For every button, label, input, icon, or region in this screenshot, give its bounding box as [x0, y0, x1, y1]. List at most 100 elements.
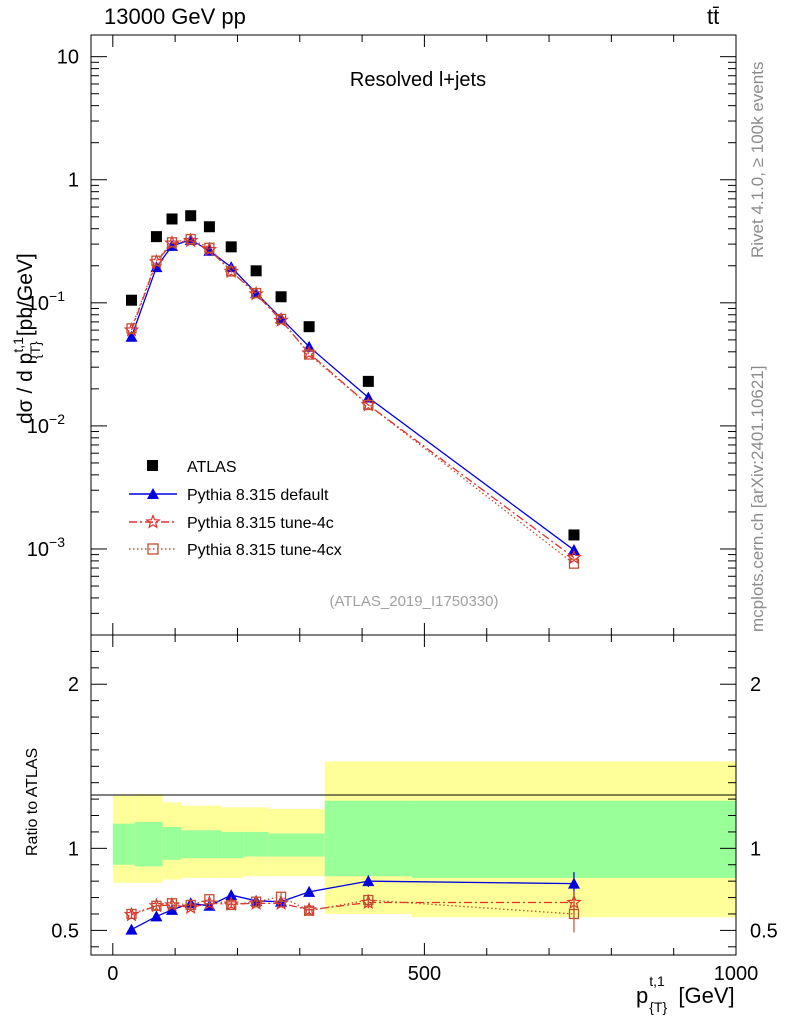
legend-label-atlas: ATLAS — [187, 459, 237, 476]
x-axis-label: p t,1 {T} [GeV] — [636, 973, 735, 1015]
y-tick-label-0: 10 — [57, 47, 79, 69]
ratio-tick-label-left-2: 2 — [68, 674, 79, 696]
ratio-tick-label-left-1: 1 — [68, 838, 79, 860]
ratio-point-s2-5 — [226, 899, 237, 911]
x-axis-label-base: p — [636, 983, 649, 1008]
ratio-point-s2-2 — [166, 898, 178, 909]
main-point-s0-6 — [250, 265, 262, 277]
main-line-series-2 — [130, 239, 575, 559]
ratio-point-s0-8 — [303, 885, 316, 897]
main-point-s0-9 — [362, 375, 374, 387]
band-inner-5 — [221, 831, 244, 859]
main-point-s0-10 — [568, 529, 580, 541]
x-tick-label-500: 500 — [408, 963, 441, 985]
ratio-point-s2-0 — [126, 908, 137, 920]
ratio-point-s2-10 — [568, 908, 580, 920]
main-point-s3-5 — [226, 266, 237, 277]
main-point-s3-6 — [250, 287, 262, 299]
y-tick-label-1: 1 — [68, 170, 79, 192]
legend-marker-tune4cx — [147, 543, 159, 555]
ratio-point-s0-10 — [567, 877, 580, 889]
ratio-point-s2-8 — [303, 905, 315, 916]
y-axis-label-pre: dσ / d p — [14, 353, 37, 424]
ratio-tick-label-right-2: 2 — [750, 674, 761, 696]
legend-marker-default — [147, 488, 159, 499]
ratio-point-s0-5 — [225, 889, 238, 901]
axes — [90, 34, 737, 956]
y-tick-exp-2: −1 — [49, 288, 65, 304]
ratio-point-s2-6 — [250, 896, 262, 907]
analysis-label: (ATLAS_2019_I1750330) — [329, 593, 498, 610]
ratio-tick-label-left-0.5: 0.5 — [51, 920, 79, 942]
main-point-s3-2 — [166, 237, 178, 248]
main-point-s3-3 — [185, 233, 196, 245]
x-axis-label-sup: t,1 — [649, 973, 665, 989]
main-point-s3-0 — [126, 323, 137, 334]
ratio-point-s2-1 — [151, 900, 162, 911]
band-inner-2 — [162, 827, 182, 860]
main-point-s3-9 — [363, 399, 374, 411]
band-inner-7 — [268, 833, 294, 857]
header-left-label: 13000 GeV pp — [104, 4, 246, 29]
uncertainty-bands — [112, 761, 736, 918]
legend-label-tune4c: Pythia 8.315 tune-4c — [187, 515, 334, 532]
main-point-s0-0 — [126, 294, 138, 306]
band-inner-0 — [112, 823, 135, 865]
ratio-frame — [90, 634, 737, 956]
main-plot-series — [123, 210, 582, 569]
legend-marker-tune4c — [145, 513, 161, 529]
main-point-s0-7 — [275, 291, 287, 303]
main-point-s0-4 — [203, 221, 215, 233]
main-point-s1-0 — [125, 330, 138, 342]
y-axis-label-sub: {T} — [27, 341, 43, 359]
ratio-point-s0-2 — [166, 903, 179, 915]
main-point-s3-8 — [303, 349, 315, 360]
ratio-point-s2-9 — [363, 894, 374, 906]
ratio-point-s0-1 — [150, 910, 163, 922]
ratio-tick-label-right-0.5: 0.5 — [750, 920, 778, 942]
ratio-point-s0-9 — [362, 875, 375, 887]
main-point-s2-10 — [566, 549, 582, 565]
band-inner-6 — [243, 831, 269, 857]
y-axis-label-unit: [pb/GeV] — [14, 253, 37, 336]
main-point-s3-1 — [151, 255, 162, 266]
band-inner-10 — [411, 800, 736, 878]
y-tick-exp-3: −2 — [49, 411, 65, 427]
legend-label-tune4cx: Pythia 8.315 tune-4cx — [187, 542, 342, 559]
main-point-s0-3 — [185, 210, 197, 222]
x-tick-label-1000: 1000 — [714, 963, 759, 985]
main-point-s3-10 — [568, 558, 580, 569]
main-point-s0-2 — [166, 213, 178, 225]
plot-title: Resolved l+jets — [350, 69, 486, 91]
y-tick-label-2: 10−1 — [27, 288, 65, 315]
legend-marker-atlas — [147, 460, 158, 471]
x-axis-label-sub: {T} — [649, 999, 668, 1015]
main-point-s3-7 — [275, 313, 287, 325]
y-axis-label-sup: t,1 — [10, 337, 26, 353]
ratio-point-s0-0 — [125, 923, 138, 935]
ratio-tick-label-right-1: 1 — [750, 838, 761, 860]
band-inner-3 — [181, 830, 201, 859]
ratio-point-s2-4 — [204, 894, 215, 905]
band-inner-1 — [134, 822, 163, 867]
y-tick-exp-4: −3 — [49, 534, 65, 550]
band-inner-8 — [293, 833, 325, 857]
legend: ATLAS Pythia 8.315 default Pythia 8.315 … — [129, 459, 342, 559]
band-inner-9 — [324, 800, 412, 877]
ratio-plot-series — [123, 872, 582, 935]
ratio-point-s2-3 — [185, 899, 196, 911]
legend-label-default: Pythia 8.315 default — [187, 487, 329, 504]
band-inner-4 — [200, 830, 222, 859]
y-axis-label-ratio: Ratio to ATLAS — [24, 748, 41, 856]
y-axis-label-main: dσ / d pt,1{T} [pb/GeV] — [10, 253, 43, 424]
header-right-label: tt̄ — [707, 4, 720, 29]
ratio-line-series-2 — [131, 896, 575, 915]
main-point-s1-10 — [567, 544, 580, 556]
main-point-s3-4 — [204, 242, 215, 253]
ratio-point-s2-7 — [275, 891, 287, 902]
x-axis-label-unit: [GeV] — [678, 983, 735, 1008]
x-tick-label-0: 0 — [107, 963, 118, 985]
main-line-series-3 — [130, 238, 575, 565]
y-tick-label-4: 10−3 — [27, 534, 65, 561]
